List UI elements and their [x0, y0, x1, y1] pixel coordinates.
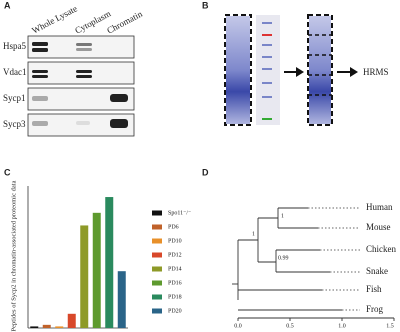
- y-axis-label: Peptides of Sycp2 in chromatin-associate…: [10, 180, 17, 331]
- bar: [117, 271, 126, 328]
- bar: [42, 324, 51, 328]
- column-headers: Whole Lysate Cytoplasm Chromatin: [30, 3, 144, 35]
- row-label: Hspa5: [3, 41, 26, 51]
- legend-label: PD14: [168, 266, 182, 272]
- legend-label: PD12: [168, 252, 182, 258]
- gel: [224, 14, 333, 126]
- row-label: Sycp1: [3, 93, 26, 103]
- panel-letter: A: [4, 0, 11, 10]
- row-label: Vdac1: [3, 67, 27, 77]
- taxon-label: Human: [366, 202, 393, 212]
- taxon-label: Fish: [366, 284, 382, 294]
- column-header: Chromatin: [105, 8, 144, 35]
- legend-swatch: [152, 280, 162, 286]
- bar: [67, 313, 76, 328]
- legend-label: PD6: [168, 224, 179, 230]
- axis-label: 1.0: [338, 323, 346, 329]
- bar-chart: Spo11⁻/⁻ PD6 PD10 PD12 PD14 PD16 PD18 PD20: [27, 186, 191, 329]
- axis-label: 1.5: [386, 323, 394, 329]
- legend-swatch: [152, 224, 162, 230]
- row-label: Sycp3: [3, 119, 26, 129]
- legend-label: PD16: [168, 280, 182, 286]
- legend-label: PD20: [168, 308, 182, 314]
- taxon-label: Frog: [366, 304, 384, 314]
- column-header: Whole Lysate: [30, 3, 79, 35]
- bar: [105, 197, 114, 328]
- legend-swatch: [152, 210, 162, 216]
- tree: [232, 207, 395, 321]
- bar: [92, 212, 101, 328]
- arrows: [284, 67, 358, 77]
- taxon-label: Snake: [366, 266, 388, 276]
- legend-swatch: [152, 294, 162, 300]
- taxon-label: Chicken: [366, 244, 396, 254]
- bar: [80, 225, 89, 328]
- support-label: 0.99: [278, 255, 289, 261]
- axis-label: 0.0: [234, 323, 242, 329]
- axis-label: 0.5: [286, 323, 294, 329]
- support-label: 1: [252, 231, 255, 237]
- legend-label: PD18: [168, 294, 182, 300]
- panel-letter: C: [4, 167, 11, 177]
- support-label: 1: [281, 213, 284, 219]
- legend-label: Spo11⁻/⁻: [168, 210, 191, 216]
- bar: [30, 326, 39, 328]
- panel-letter: D: [202, 167, 209, 177]
- panel-letter: B: [202, 0, 209, 10]
- legend-swatch: [152, 308, 162, 314]
- method-label: HRMS: [363, 67, 389, 77]
- legend-label: PD10: [168, 238, 182, 244]
- taxon-label: Mouse: [366, 222, 391, 232]
- legend-swatch: [152, 238, 162, 244]
- legend-swatch: [152, 266, 162, 272]
- blot-bands: [32, 42, 128, 128]
- bar: [55, 326, 64, 328]
- legend-swatch: [152, 252, 162, 258]
- column-header: Cytoplasm: [73, 8, 112, 35]
